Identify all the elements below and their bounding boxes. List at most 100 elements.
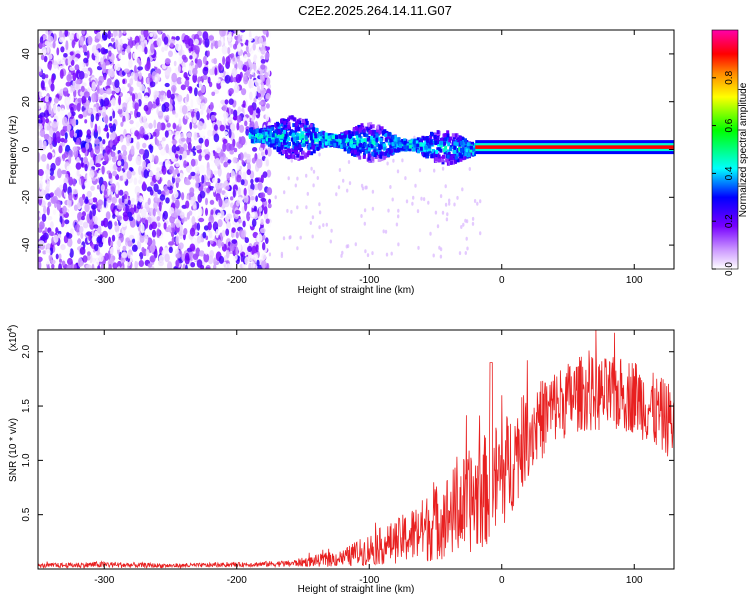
spectrogram-cell [453,149,457,154]
spectrogram-cell [282,123,286,128]
spectrogram-cell [464,251,467,255]
spectrogram-cell [355,126,358,131]
spectrogram-cell [212,221,219,232]
spectrogram-cell [139,84,145,92]
spectrogram-cell [102,111,107,118]
spectrogram-cell [264,129,268,134]
spectrogram-cell [342,137,346,142]
spectrogram-cell [436,224,440,229]
spectrogram-cell [257,181,263,191]
spectrogram-cell [232,116,238,121]
spectrogram-cell [67,124,72,131]
spectrogram-cell [254,137,258,142]
spectrogram-cell [287,136,291,141]
spectrogram-cell [109,138,113,148]
spectrogram-cell [88,233,91,242]
spectrogram-cell [160,93,164,102]
spectrogram-cell [252,129,256,134]
spectrogram-cell [147,197,151,206]
spectrogram-cell [40,80,45,89]
spectrogram-cell [428,138,431,142]
spectrogram-cell [59,30,63,39]
spectrogram-cell [128,59,133,68]
spectrogram-cell [91,81,97,92]
spectrogram-cell [230,170,236,179]
spectrogram-cell [62,205,67,215]
spectrogram-cell [209,101,214,112]
spectrogram-cell [178,242,184,250]
spectrogram-cell [445,139,448,144]
spectrogram-cell [43,133,50,140]
spectrogram-cell [382,130,386,134]
spectrogram-cell [271,133,275,138]
spectrogram-cell [309,221,312,225]
spectrogram-cell [322,131,326,136]
spectrogram-cell [192,67,198,76]
spectrogram-cell [249,128,253,133]
spectrogram-cell [383,146,387,151]
spectrogram-cell [465,148,469,153]
spectrogram-cell [216,78,221,84]
spectrogram-cell [143,115,147,123]
spectrogram-cell [281,150,285,154]
spectrogram-cell [81,82,87,87]
spectrogram-cell [228,31,232,37]
spectrogram-cell [292,117,296,122]
spectrogram-cell [188,86,193,94]
spectrogram-cell [161,30,168,33]
spectrogram-cell [431,151,435,156]
spectrogram-cell [312,131,315,136]
spectrogram-cell [449,154,453,158]
spectrogram-cell [410,138,414,143]
spectrogram-cell [65,81,72,87]
spectrogram-cell [294,156,298,160]
spectrogram-cell [369,125,373,130]
spectrogram-cell [296,205,299,210]
spectrogram-cell [133,177,138,185]
spectrogram-cell [382,229,385,234]
spectrogram-cell [74,223,81,233]
spectrogram-cell [76,169,80,177]
spectrogram-cell [311,215,315,220]
spectrogram-cell [456,158,460,163]
spectrogram-cell [86,129,92,137]
spectrogram-cell [66,232,70,237]
spectrogram-cell [470,145,473,150]
spectrogram-cell [215,145,222,154]
spectrogram-cell [275,138,279,143]
spectrogram-cell [172,122,177,130]
spectrogram-cell [62,116,68,127]
spectrogram-cell [457,139,461,144]
spectrogram-cell [311,123,315,128]
spectrogram-cell [181,54,187,61]
spectrogram-cell [179,154,183,161]
spectrogram-cell [158,259,164,267]
x-tick-label: -100 [359,575,379,586]
spectrogram-cell [253,183,259,191]
spectrogram-cell [260,218,264,225]
spectrogram-cell [370,135,374,140]
colorbar [711,29,739,270]
spectrogram-cell [342,143,346,148]
spectrogram-cell [311,139,315,144]
spectrogram-cell [445,217,449,222]
spectrogram-cell [269,143,273,148]
x-tick-label: -100 [359,275,379,286]
spectrogram-cell [458,152,462,157]
snr-marks [38,330,674,569]
spectrogram-cell [391,150,395,155]
spectrogram-cell [371,151,375,156]
spectrogram-cell [38,119,43,124]
spectrogram-cell [178,55,183,64]
spectrogram-cell [103,152,109,161]
spectrogram-cell [76,137,81,145]
colorbar-tick-label: 0.0 [724,262,735,276]
spectrogram-cell [304,124,307,129]
spectrogram-cell [449,147,453,152]
spectrogram-cell [223,198,230,208]
spectrogram-cell [254,129,258,133]
spectrogram-cell [367,127,371,132]
spectrogram-cell [432,253,435,258]
x-tick-label: -300 [94,575,114,586]
spectrogram-cell [376,143,380,147]
